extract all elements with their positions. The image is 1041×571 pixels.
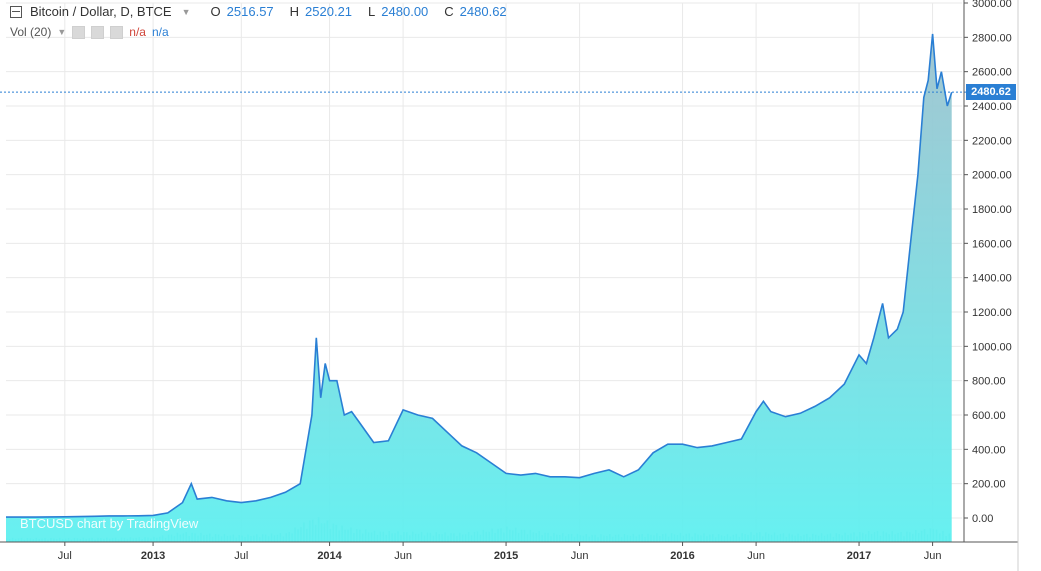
close-label: C xyxy=(444,4,454,19)
volume-value-1: n/a xyxy=(129,25,146,39)
x-tick-label: 2015 xyxy=(494,550,518,562)
x-tick-label: Jun xyxy=(747,550,765,562)
volume-value-2: n/a xyxy=(151,25,169,39)
price-series-line xyxy=(6,33,953,518)
grid xyxy=(6,2,962,542)
high-value: 2520.21 xyxy=(305,4,353,19)
high-label: H xyxy=(289,4,300,19)
price-line xyxy=(6,33,953,518)
open-label: O xyxy=(210,4,221,19)
symbol-title[interactable]: Bitcoin / Dollar, D, BTCE xyxy=(30,4,172,19)
volume-label[interactable]: Vol (20) xyxy=(10,25,52,39)
low-label: L xyxy=(368,4,376,19)
y-tick-label: 1400.00 xyxy=(972,273,1012,285)
price-area-fill xyxy=(6,33,952,543)
x-tick-label: Jun xyxy=(394,550,412,562)
axes xyxy=(0,0,1019,571)
x-tick-label: 2016 xyxy=(670,550,694,562)
y-tick-label: 2000.00 xyxy=(972,170,1012,182)
y-tick-label: 1200.00 xyxy=(972,307,1012,319)
x-tick-label: 2014 xyxy=(317,550,342,562)
symbol-legend: Bitcoin / Dollar, D, BTCE ▼ O 2516.57 H … xyxy=(10,4,507,19)
y-tick-label: 1800.00 xyxy=(972,204,1012,216)
y-tick-label: 200.00 xyxy=(972,479,1006,491)
y-tick-label: 0.00 xyxy=(972,513,993,525)
eye-icon[interactable] xyxy=(72,25,86,39)
last-price-tag: 2480.62 xyxy=(966,84,1016,101)
y-tick-label: 800.00 xyxy=(972,376,1006,388)
close-value: 2480.62 xyxy=(459,4,507,19)
y-tick-label: 2200.00 xyxy=(972,135,1012,147)
x-tick-label: Jun xyxy=(924,550,942,562)
close-icon[interactable] xyxy=(110,25,124,39)
y-tick-label: 2800.00 xyxy=(972,32,1012,44)
x-tick-label: 2013 xyxy=(141,550,165,562)
chevron-down-icon[interactable]: ▼ xyxy=(181,6,191,17)
y-tick-label: 1600.00 xyxy=(972,238,1012,250)
x-axis-ticks: Jul 2013 Jul 2014 Jun 2015 Jun 2016 Jun 2017 Jun xyxy=(58,542,942,562)
y-tick-label: 600.00 xyxy=(972,410,1006,422)
y-tick-label: 3000.00 xyxy=(972,0,1012,10)
volume-chevron-down-icon[interactable]: ▼ xyxy=(57,27,67,37)
y-tick-label: 1000.00 xyxy=(972,341,1012,353)
y-tick-label: 2400.00 xyxy=(972,101,1012,113)
watermark: BTCUSD chart by TradingView xyxy=(20,516,199,531)
price-area xyxy=(6,33,952,543)
open-value: 2516.57 xyxy=(226,4,274,19)
y-tick-label: 2600.00 xyxy=(972,67,1012,79)
settings-icon[interactable] xyxy=(91,25,105,39)
x-tick-label: 2017 xyxy=(847,550,871,562)
y-axis-ticks: 0.00 200.00 400.00 600.00 800.00 1000.00 1200.… xyxy=(964,0,1012,525)
x-tick-label: Jun xyxy=(571,550,589,562)
x-tick-label: Jul xyxy=(234,550,248,562)
low-value: 2480.00 xyxy=(381,4,429,19)
y-tick-label: 400.00 xyxy=(972,444,1006,456)
volume-legend: Vol (20) ▼ n/a n/a xyxy=(10,25,169,39)
x-tick-label: Jul xyxy=(58,550,72,562)
collapse-icon[interactable] xyxy=(10,5,22,18)
